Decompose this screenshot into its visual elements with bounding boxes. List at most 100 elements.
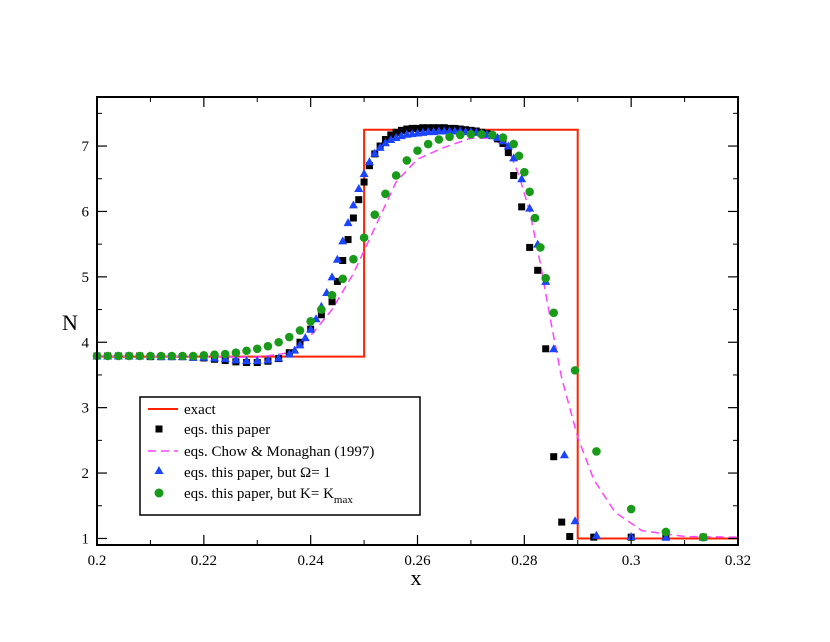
legend-kmax-label: eqs. this paper, but K= Kmax (184, 486, 353, 506)
this-paper-square-point (558, 518, 566, 526)
y-tick-label: 7 (82, 139, 90, 155)
kmax-circle-point (114, 351, 123, 361)
omega-one-triangle-point (284, 349, 294, 358)
this-paper-square-point (344, 236, 352, 244)
kmax-circle-point (156, 351, 166, 361)
this-paper-square-point (328, 298, 336, 306)
kmax-circle-point (285, 332, 294, 342)
this-paper-square-point (566, 532, 574, 540)
kmax-circle-point (167, 351, 177, 361)
legend-square-marker (155, 425, 163, 433)
kmax-circle-point (252, 344, 262, 354)
omega-one-triangle-point (295, 340, 305, 349)
this-paper-square-point (339, 257, 347, 265)
kmax-circle-point (423, 139, 433, 149)
omega-one-triangle-point (591, 530, 601, 539)
this-paper-square-point (518, 203, 526, 211)
this-paper-square-point (349, 214, 357, 222)
omega-one-triangle-point (343, 218, 353, 227)
kmax-circle-point (541, 273, 550, 283)
y-tick-label: 6 (82, 204, 90, 220)
x-tick-label: 0.24 (298, 553, 325, 569)
kmax-circle-point (530, 213, 540, 223)
omega-one-triangle-point (242, 356, 252, 365)
omega-one-triangle-point (380, 138, 390, 147)
x-tick-label: 0.28 (511, 553, 537, 569)
omega-one-triangle-point (364, 157, 374, 166)
this-paper-square-point (317, 311, 325, 319)
y-tick-label: 5 (82, 270, 90, 286)
this-paper-square-point (542, 345, 550, 353)
legend-this-paper-label: eqs. this paper (184, 422, 270, 438)
kmax-circle-point (242, 346, 251, 356)
this-paper-square-point (550, 453, 558, 461)
y-tick-label: 1 (82, 531, 90, 547)
kmax-circle-point (146, 351, 155, 361)
omega-one-triangle-point (359, 169, 369, 178)
this-paper-square-point (355, 196, 363, 204)
legend-chow-label: eqs. Chow & Monaghan (1997) (184, 444, 374, 460)
kmax-circle-point (370, 210, 380, 220)
omega-one-triangle-point (231, 355, 241, 364)
legend-box (139, 396, 421, 516)
omega-one-triangle-point (661, 532, 671, 541)
kmax-circle-point (103, 351, 112, 361)
kmax-circle-point (338, 274, 348, 284)
this-paper-square-point (419, 124, 427, 132)
kmax-circle-point (536, 243, 545, 252)
omega-one-triangle-point (559, 450, 569, 459)
x-tick-label: 0.26 (404, 553, 431, 569)
omega-one-triangle-point (354, 184, 364, 193)
omega-one-triangle-point (375, 142, 385, 151)
kmax-circle-point (306, 317, 315, 326)
legend: exact eqs. this paper eqs. Chow & Monagh… (139, 396, 421, 516)
kmax-circle-point (327, 290, 337, 300)
y-tick-label: 4 (82, 335, 90, 351)
y-axis-title: N (62, 310, 78, 335)
omega-one-triangle-point (509, 153, 519, 162)
legend-exact-label: exact (184, 402, 216, 418)
kmax-circle-point (525, 187, 534, 197)
x-tick-label: 0.3 (622, 553, 641, 569)
this-paper-square-point (504, 149, 512, 157)
plot-marks (92, 124, 738, 542)
this-paper-square-point (534, 266, 542, 274)
omega-one-triangle-point (274, 353, 284, 362)
kmax-circle-point (434, 135, 444, 144)
kmax-circle-point (188, 351, 198, 361)
kmax-circle-point (455, 130, 465, 140)
omega-one-triangle-point (525, 203, 535, 212)
legend-omega-label: eqs. this paper, but Ω= 1 (184, 465, 331, 481)
legend-circle-marker (154, 488, 164, 498)
this-paper-square-point (526, 243, 534, 251)
y-tick-label: 2 (82, 466, 90, 482)
omega-one-triangle-point (348, 200, 358, 209)
x-tick-label: 0.2 (88, 553, 107, 569)
kmax-circle-point (466, 129, 476, 139)
kmax-circle-point (381, 189, 390, 199)
legend-triangle-marker (154, 466, 164, 474)
kmax-circle-point (349, 254, 358, 264)
kmax-circle-point (317, 305, 326, 314)
omega-one-triangle-point (327, 272, 337, 281)
kmax-circle-point (210, 350, 219, 359)
omega-one-triangle-point (290, 345, 300, 354)
omega-one-triangle-point (338, 236, 348, 245)
kmax-circle-point (402, 156, 412, 165)
this-paper-square-point (414, 124, 421, 132)
y-tick-label: 3 (82, 401, 90, 417)
kmax-circle-point (135, 351, 145, 361)
omega-one-triangle-point (300, 333, 310, 342)
omega-one-triangle-point (517, 174, 527, 183)
this-paper-square-point (333, 277, 341, 285)
kmax-circle-point (498, 133, 508, 142)
kmax-circle-point (661, 527, 671, 537)
kmax-circle-point (274, 337, 283, 347)
kmax-circle-point (220, 349, 230, 359)
kmax-circle-point (359, 233, 369, 242)
this-paper-square-point (408, 124, 416, 132)
omega-one-triangle-point (370, 148, 380, 157)
kmax-circle-point (295, 326, 305, 335)
kmax-circle-point (477, 129, 486, 139)
omega-one-triangle-point (570, 516, 580, 525)
